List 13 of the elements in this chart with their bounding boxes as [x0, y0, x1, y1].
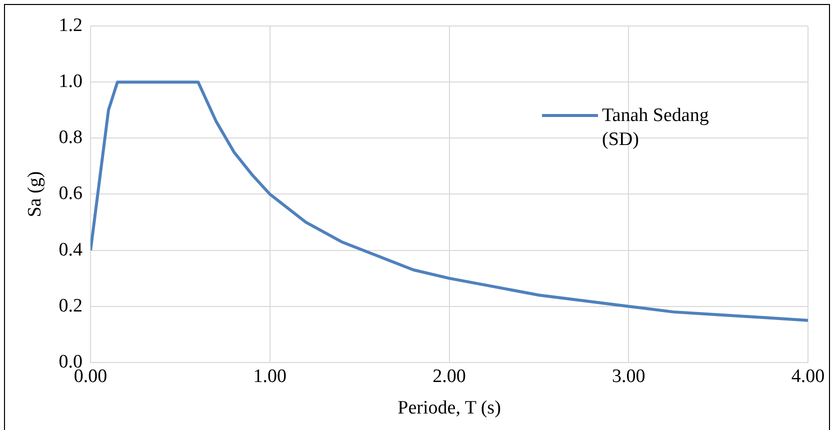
y-tick-label: 0.8: [58, 127, 83, 148]
x-tick-label: 1.00: [253, 366, 287, 387]
y-tick-label: 1.0: [58, 71, 83, 92]
x-axis-title: Periode, T (s): [398, 398, 501, 419]
y-tick-label: 0.6: [58, 183, 83, 204]
x-tick-label: 3.00: [612, 366, 646, 387]
y-tick-label: 0.4: [58, 239, 84, 260]
x-tick-label: 4.00: [791, 366, 825, 387]
x-tick-label: 2.00: [432, 366, 466, 387]
y-axis-title: Sa (g): [24, 171, 46, 218]
y-tick-label: 1.2: [58, 14, 83, 36]
legend-label: Tanah Sedang (SD): [602, 104, 710, 152]
y-tick-label: 0.2: [58, 295, 83, 316]
